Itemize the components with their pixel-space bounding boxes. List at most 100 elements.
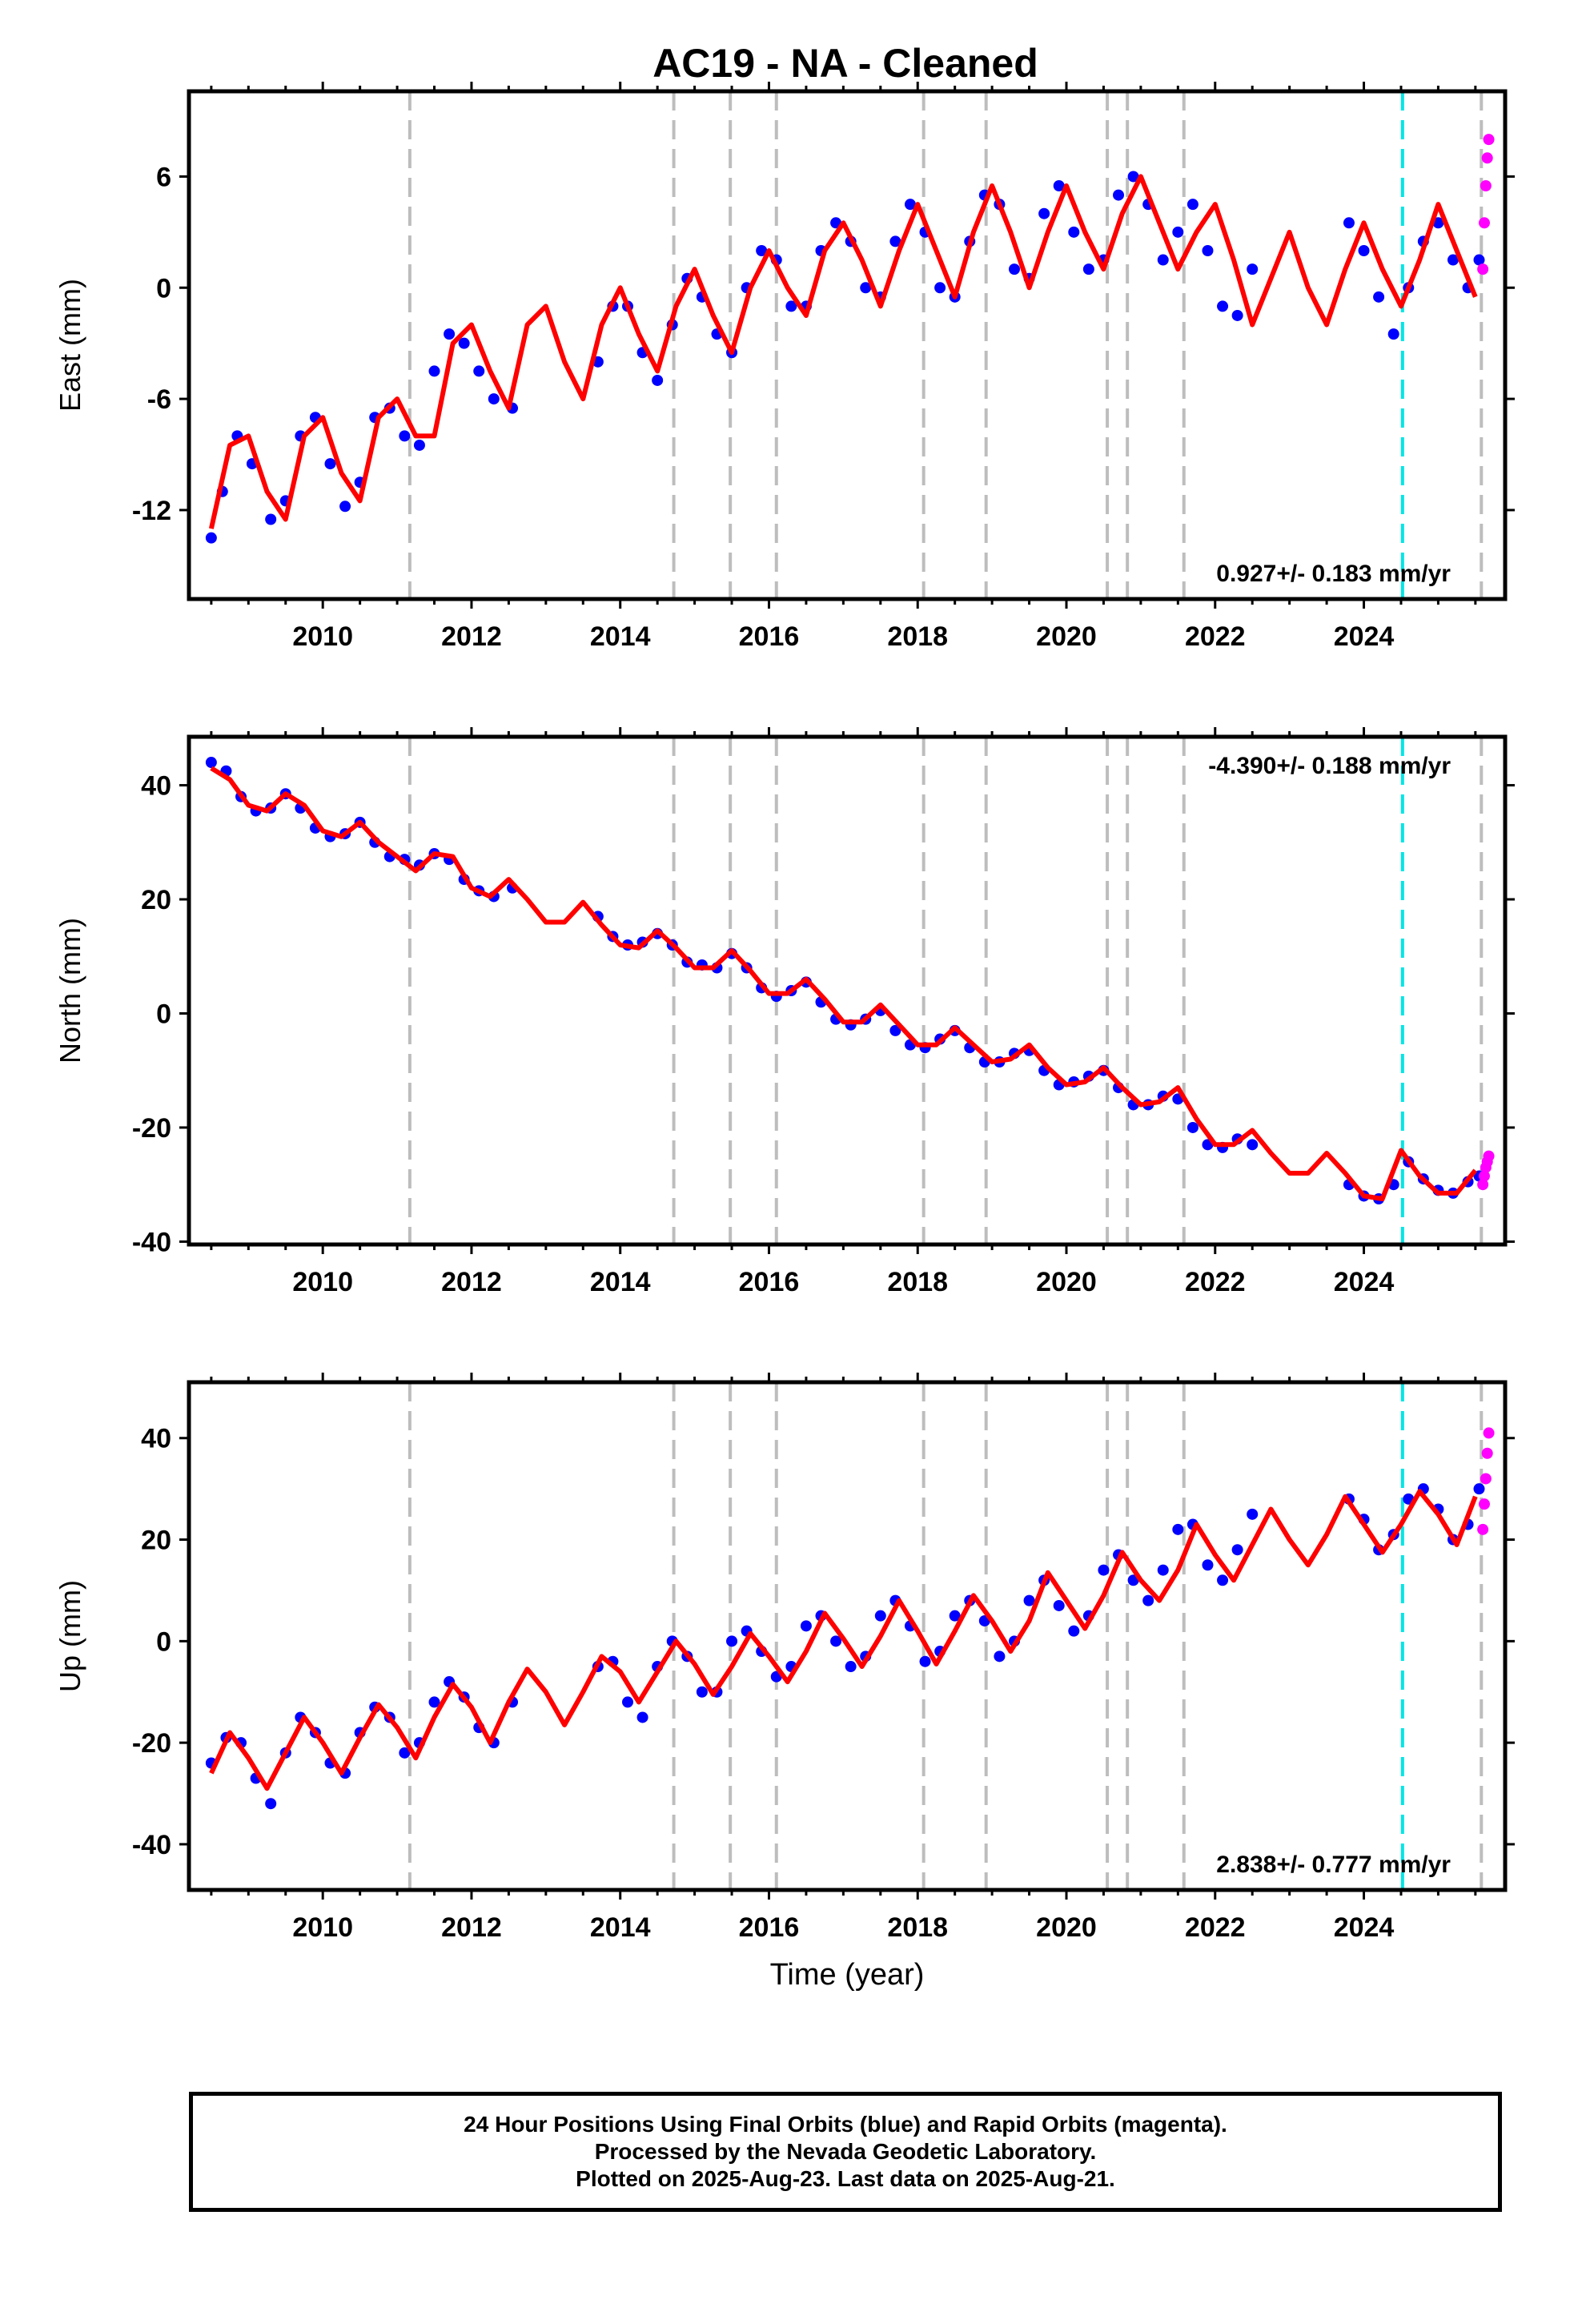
east-x-tick-label: 2018 xyxy=(887,621,948,652)
east-y-tick-label: -6 xyxy=(147,384,171,415)
north-y-tick-label: -40 xyxy=(132,1227,171,1257)
up-y-tick-label: 20 xyxy=(141,1526,171,1556)
north-x-tick-label: 2010 xyxy=(292,1267,353,1297)
up-y-axis-label: Up (mm) xyxy=(54,1580,86,1692)
up-final-orbit-point xyxy=(1023,1594,1035,1606)
up-final-orbit-point xyxy=(800,1620,812,1632)
up-rapid-orbit-point xyxy=(1483,1427,1495,1439)
east-y-tick-label: -12 xyxy=(132,496,171,526)
east-x-tick-label: 2010 xyxy=(292,621,353,652)
up-final-orbit-point xyxy=(265,1798,277,1810)
north-final-orbit-point xyxy=(889,1024,901,1036)
east-final-orbit-point xyxy=(1358,244,1370,256)
north-x-tick-label: 2022 xyxy=(1185,1267,1246,1297)
east-final-orbit-point xyxy=(1387,328,1399,340)
east-final-orbit-point xyxy=(1231,309,1243,321)
north-x-tick-label: 2012 xyxy=(441,1267,502,1297)
up-final-orbit-point xyxy=(1231,1544,1243,1556)
east-final-orbit-point xyxy=(1038,207,1050,219)
east-final-orbit-point xyxy=(1082,263,1094,275)
north-plot-frame xyxy=(187,734,1508,1247)
up-x-tick-label: 2022 xyxy=(1185,1912,1246,1943)
up-final-orbit-point xyxy=(874,1610,886,1622)
north-final-orbit-point xyxy=(1186,1121,1199,1133)
footer-line-1: 24 Hour Positions Using Final Orbits (bl… xyxy=(464,2112,1227,2137)
east-final-orbit-point xyxy=(1247,263,1259,275)
up-final-orbit-point xyxy=(1157,1564,1169,1576)
north-x-tick-label: 2018 xyxy=(887,1267,948,1297)
north-model-curve xyxy=(210,766,1478,1201)
up-plot-frame xyxy=(187,1380,1508,1892)
north-y-tick-label: 20 xyxy=(141,885,171,915)
up-x-axis-label: Time (year) xyxy=(770,1958,925,1992)
east-rapid-orbit-point xyxy=(1478,217,1490,229)
north-rapid-orbit-point xyxy=(1483,1150,1495,1162)
east-final-orbit-point xyxy=(934,282,946,294)
east-x-tick-label: 2022 xyxy=(1185,621,1246,652)
east-final-orbit-point xyxy=(1068,226,1080,238)
east-final-orbit-point xyxy=(265,513,277,525)
footer-caption-box: 24 Hour Positions Using Final Orbits (bl… xyxy=(189,2092,1502,2212)
east-rapid-orbit-point xyxy=(1483,134,1495,146)
east-rate-label: 0.927+/- 0.183 mm/yr xyxy=(1216,561,1451,587)
east-plot-area xyxy=(205,91,1495,599)
footer-line-2: Processed by the Nevada Geodetic Laborat… xyxy=(594,2139,1097,2164)
up-final-orbit-point xyxy=(1053,1599,1065,1611)
up-final-orbit-point xyxy=(1202,1559,1214,1571)
east-final-orbit-point xyxy=(1343,217,1355,229)
east-final-orbit-point xyxy=(1473,254,1485,266)
east-x-tick-label: 2020 xyxy=(1036,621,1097,652)
east-y-tick-label: 6 xyxy=(156,162,171,192)
up-rapid-orbit-point xyxy=(1481,1447,1493,1459)
east-rapid-orbit-point xyxy=(1481,152,1493,164)
east-final-orbit-point xyxy=(889,235,901,247)
east-final-orbit-point xyxy=(1113,189,1125,201)
east-final-orbit-point xyxy=(1172,226,1184,238)
up-x-tick-label: 2018 xyxy=(887,1912,948,1943)
east-y-tick-label: 0 xyxy=(156,273,171,304)
north-rapid-orbit-point xyxy=(1477,1179,1489,1191)
north-panel: 2010 2012 2014 2016 2018 2020 2022 2024 -40 -20 0 2… xyxy=(54,727,1515,1297)
up-final-orbit-point xyxy=(399,1747,411,1759)
east-panel: 2010 2012 2014 2016 2018 2020 2022 2024 -12 -6 0 6 E… xyxy=(54,82,1515,652)
east-final-orbit-point xyxy=(652,374,664,386)
up-final-orbit-point xyxy=(1068,1625,1080,1637)
up-final-orbit-point xyxy=(1473,1483,1485,1495)
up-final-orbit-point xyxy=(1217,1574,1229,1586)
up-final-orbit-point xyxy=(830,1635,842,1647)
east-final-orbit-point xyxy=(1157,254,1169,266)
north-plot-area xyxy=(205,737,1495,1244)
up-final-orbit-point xyxy=(622,1696,633,1708)
north-final-orbit-point xyxy=(205,757,217,769)
east-final-orbit-point xyxy=(1127,171,1139,183)
north-x-tick-label: 2016 xyxy=(739,1267,800,1297)
east-model-curve xyxy=(208,174,1478,529)
east-final-orbit-point xyxy=(860,282,872,294)
east-final-orbit-point xyxy=(1217,300,1229,312)
east-final-orbit-point xyxy=(1008,263,1020,275)
north-y-axis-label: North (mm) xyxy=(54,918,86,1063)
north-y-tick-label: -20 xyxy=(132,1113,171,1144)
up-x-tick-label: 2020 xyxy=(1036,1912,1097,1943)
up-plot-area xyxy=(205,1382,1495,1890)
east-final-orbit-point xyxy=(444,328,456,340)
figure-title: AC19 - NA - Cleaned xyxy=(652,41,1038,86)
east-final-orbit-point xyxy=(458,337,470,349)
north-y-tick-label: 40 xyxy=(141,771,171,802)
north-y-tick-label: 0 xyxy=(156,999,171,1029)
up-final-orbit-point xyxy=(428,1696,440,1708)
north-x-tick-label: 2020 xyxy=(1036,1267,1097,1297)
east-final-orbit-point xyxy=(324,458,336,470)
east-x-tick-label: 2012 xyxy=(441,621,502,652)
east-final-orbit-point xyxy=(1373,291,1385,303)
east-final-orbit-point xyxy=(1202,244,1214,256)
north-x-tick-label: 2024 xyxy=(1334,1267,1395,1297)
north-rapid-orbit-point xyxy=(1478,1170,1490,1182)
east-x-tick-label: 2016 xyxy=(739,621,800,652)
east-final-orbit-point xyxy=(904,199,916,211)
up-rapid-orbit-point xyxy=(1480,1473,1492,1485)
north-rate-label: -4.390+/- 0.188 mm/yr xyxy=(1208,753,1451,779)
east-x-tick-label: 2014 xyxy=(590,621,651,652)
east-final-orbit-point xyxy=(756,244,768,256)
